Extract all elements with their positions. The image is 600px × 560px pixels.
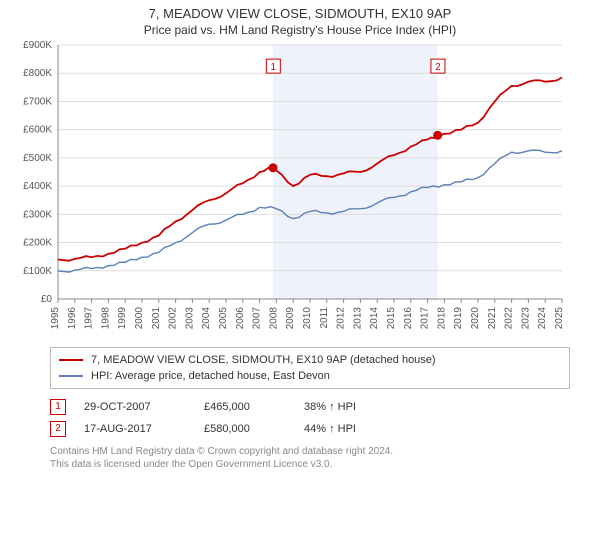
svg-text:2001: 2001 [151, 307, 162, 330]
svg-text:1997: 1997 [84, 307, 95, 330]
svg-text:£500K: £500K [23, 153, 52, 164]
svg-text:£400K: £400K [23, 181, 52, 192]
svg-text:£200K: £200K [23, 238, 52, 249]
event-row: 1 29-OCT-2007£465,00038% ↑ HPI [50, 399, 586, 415]
svg-text:2015: 2015 [386, 307, 397, 330]
legend-label: HPI: Average price, detached house, East… [91, 368, 330, 384]
svg-text:2004: 2004 [201, 307, 212, 330]
price-marker-1 [269, 163, 278, 172]
event-marker-box: 2 [50, 421, 66, 437]
svg-text:2025: 2025 [554, 307, 565, 330]
svg-text:£600K: £600K [23, 125, 52, 136]
event-date: 17-AUG-2017 [84, 423, 204, 435]
svg-text:£800K: £800K [23, 68, 52, 79]
svg-text:1: 1 [271, 62, 277, 73]
svg-text:2019: 2019 [453, 307, 464, 330]
svg-text:2020: 2020 [470, 307, 481, 330]
event-price: £580,000 [204, 423, 304, 435]
svg-text:£700K: £700K [23, 96, 52, 107]
chart-title: 7, MEADOW VIEW CLOSE, SIDMOUTH, EX10 9AP [10, 6, 590, 21]
event-price: £465,000 [204, 401, 304, 413]
svg-text:2018: 2018 [436, 307, 447, 330]
event-delta: 44% ↑ HPI [304, 423, 356, 435]
svg-text:2023: 2023 [520, 307, 531, 330]
svg-text:2010: 2010 [302, 307, 313, 330]
svg-text:2000: 2000 [134, 307, 145, 330]
svg-text:£0: £0 [41, 294, 53, 305]
price-marker-2 [433, 131, 442, 140]
legend-row: HPI: Average price, detached house, East… [59, 368, 561, 384]
svg-text:2012: 2012 [336, 307, 347, 330]
chart-subtitle: Price paid vs. HM Land Registry's House … [10, 23, 590, 37]
svg-text:2024: 2024 [537, 307, 548, 330]
svg-text:1998: 1998 [100, 307, 111, 330]
footer: Contains HM Land Registry data © Crown c… [50, 445, 586, 471]
svg-text:2016: 2016 [403, 307, 414, 330]
legend-label: 7, MEADOW VIEW CLOSE, SIDMOUTH, EX10 9AP… [91, 352, 436, 368]
legend-row: 7, MEADOW VIEW CLOSE, SIDMOUTH, EX10 9AP… [59, 352, 561, 368]
svg-text:1999: 1999 [117, 307, 128, 330]
events-table: 1 29-OCT-2007£465,00038% ↑ HPI 2 17-AUG-201… [50, 399, 586, 443]
svg-text:2008: 2008 [268, 307, 279, 330]
line-chart: £0 £100K £200K £300K £400K £500K £600K £700K £80… [10, 41, 570, 341]
svg-text:2022: 2022 [504, 307, 515, 330]
event-date: 29-OCT-2007 [84, 401, 204, 413]
svg-text:2: 2 [435, 62, 441, 73]
event-row: 2 17-AUG-2017£580,00044% ↑ HPI [50, 421, 586, 437]
svg-text:2011: 2011 [319, 307, 330, 329]
legend-swatch [59, 375, 83, 377]
svg-text:2005: 2005 [218, 307, 229, 330]
event-marker-box: 1 [50, 399, 66, 415]
svg-text:£900K: £900K [23, 41, 52, 51]
svg-text:£300K: £300K [23, 209, 52, 220]
svg-text:2002: 2002 [168, 307, 179, 330]
footer-line-2: This data is licensed under the Open Gov… [50, 458, 586, 471]
legend-swatch [59, 359, 83, 361]
svg-text:£100K: £100K [23, 266, 52, 277]
legend: 7, MEADOW VIEW CLOSE, SIDMOUTH, EX10 9AP… [50, 347, 570, 389]
svg-text:2003: 2003 [184, 307, 195, 330]
event-delta: 38% ↑ HPI [304, 401, 356, 413]
svg-text:2013: 2013 [352, 307, 363, 330]
svg-text:2009: 2009 [285, 307, 296, 330]
svg-text:2021: 2021 [487, 307, 498, 330]
svg-text:2006: 2006 [235, 307, 246, 330]
title-block: 7, MEADOW VIEW CLOSE, SIDMOUTH, EX10 9AP… [10, 6, 590, 37]
svg-text:2007: 2007 [252, 307, 263, 330]
svg-text:1996: 1996 [67, 307, 78, 330]
svg-text:2014: 2014 [369, 307, 380, 330]
svg-text:1995: 1995 [50, 307, 61, 330]
svg-text:2017: 2017 [420, 307, 431, 330]
chart-area: £0 £100K £200K £300K £400K £500K £600K £700K £80… [10, 41, 590, 341]
footer-line-1: Contains HM Land Registry data © Crown c… [50, 445, 586, 458]
